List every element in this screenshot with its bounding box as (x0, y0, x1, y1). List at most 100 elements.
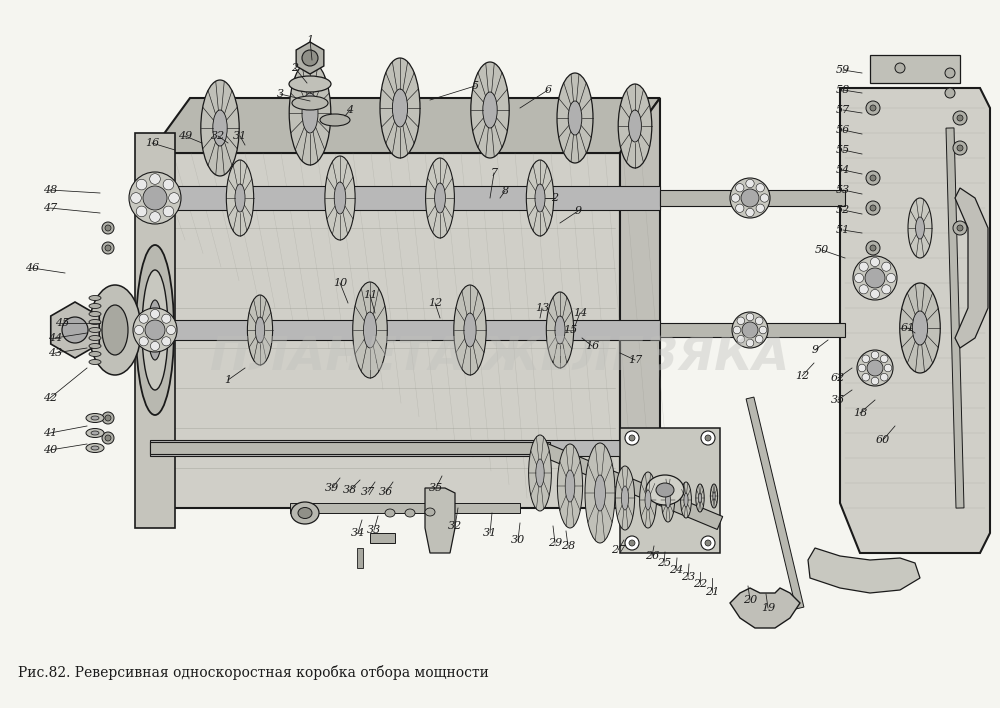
Circle shape (880, 373, 888, 381)
Circle shape (760, 194, 769, 202)
Circle shape (733, 326, 741, 333)
Circle shape (854, 273, 864, 282)
Circle shape (102, 242, 114, 254)
Ellipse shape (666, 492, 670, 508)
Text: 36: 36 (379, 487, 393, 497)
Polygon shape (660, 190, 845, 206)
Circle shape (859, 262, 868, 271)
Circle shape (705, 435, 711, 441)
Ellipse shape (91, 416, 99, 420)
Polygon shape (746, 397, 804, 609)
Ellipse shape (334, 182, 346, 214)
Circle shape (129, 172, 181, 224)
Text: 27: 27 (611, 545, 625, 555)
Text: 34: 34 (351, 528, 365, 538)
Ellipse shape (557, 444, 583, 528)
Text: 54: 54 (836, 165, 850, 175)
Circle shape (701, 431, 715, 445)
Ellipse shape (89, 312, 101, 316)
Ellipse shape (91, 446, 99, 450)
Text: 1: 1 (224, 375, 232, 385)
Ellipse shape (405, 509, 415, 517)
Polygon shape (357, 548, 363, 568)
Circle shape (162, 314, 171, 324)
Text: 37: 37 (361, 487, 375, 497)
Text: 13: 13 (535, 303, 549, 313)
Ellipse shape (536, 459, 544, 487)
Ellipse shape (710, 484, 718, 508)
Ellipse shape (89, 285, 141, 375)
Text: 19: 19 (761, 603, 775, 613)
Text: ПЛАНЕТА ЖЕЛЕЗЯКА: ПЛАНЕТА ЖЕЛЕЗЯКА (210, 336, 790, 380)
Ellipse shape (529, 435, 551, 511)
Text: 10: 10 (333, 278, 347, 288)
Circle shape (102, 222, 114, 234)
Circle shape (701, 536, 715, 550)
Ellipse shape (629, 110, 641, 142)
Polygon shape (150, 186, 660, 210)
Ellipse shape (292, 96, 328, 110)
Text: 11: 11 (363, 290, 377, 300)
Text: 16: 16 (145, 138, 159, 148)
Circle shape (742, 322, 758, 338)
Ellipse shape (142, 270, 168, 390)
Circle shape (136, 179, 147, 190)
Circle shape (131, 193, 141, 203)
Circle shape (625, 431, 639, 445)
Circle shape (730, 178, 770, 218)
Polygon shape (537, 442, 723, 530)
Ellipse shape (555, 316, 565, 344)
Ellipse shape (585, 443, 615, 543)
Circle shape (625, 536, 639, 550)
Text: 14: 14 (573, 308, 587, 318)
Circle shape (866, 201, 880, 215)
Ellipse shape (656, 483, 674, 497)
Text: 29: 29 (548, 538, 562, 548)
Ellipse shape (86, 428, 104, 438)
Circle shape (870, 205, 876, 211)
Ellipse shape (89, 360, 101, 365)
Text: 8: 8 (501, 186, 509, 196)
Text: 31: 31 (233, 131, 247, 141)
Ellipse shape (908, 198, 932, 258)
Text: 25: 25 (657, 558, 671, 568)
Circle shape (853, 256, 897, 300)
Circle shape (731, 194, 740, 202)
Polygon shape (620, 428, 720, 553)
Circle shape (755, 317, 763, 324)
Text: 50: 50 (815, 245, 829, 255)
Ellipse shape (618, 84, 652, 168)
Ellipse shape (247, 295, 273, 365)
Circle shape (870, 105, 876, 111)
Circle shape (882, 285, 891, 294)
Circle shape (105, 245, 111, 251)
Text: 62: 62 (831, 373, 845, 383)
Circle shape (736, 204, 744, 212)
Circle shape (945, 68, 955, 78)
Polygon shape (425, 488, 455, 553)
Ellipse shape (645, 490, 651, 510)
Circle shape (866, 241, 880, 255)
Circle shape (163, 179, 174, 190)
Polygon shape (296, 42, 324, 74)
Ellipse shape (86, 443, 104, 452)
Circle shape (139, 337, 148, 346)
Ellipse shape (89, 328, 101, 333)
Ellipse shape (698, 493, 702, 503)
Text: 33: 33 (367, 525, 381, 535)
Ellipse shape (353, 282, 387, 378)
Text: 30: 30 (511, 535, 525, 545)
Ellipse shape (483, 92, 497, 128)
Circle shape (895, 63, 905, 73)
Ellipse shape (291, 502, 319, 524)
Text: 26: 26 (645, 551, 659, 561)
Text: 9: 9 (574, 206, 582, 216)
Ellipse shape (364, 312, 376, 348)
Circle shape (143, 186, 167, 210)
Text: 6: 6 (544, 85, 552, 95)
Ellipse shape (226, 160, 254, 236)
Circle shape (737, 336, 745, 343)
Ellipse shape (86, 413, 104, 423)
Ellipse shape (89, 336, 101, 341)
Ellipse shape (136, 245, 174, 415)
